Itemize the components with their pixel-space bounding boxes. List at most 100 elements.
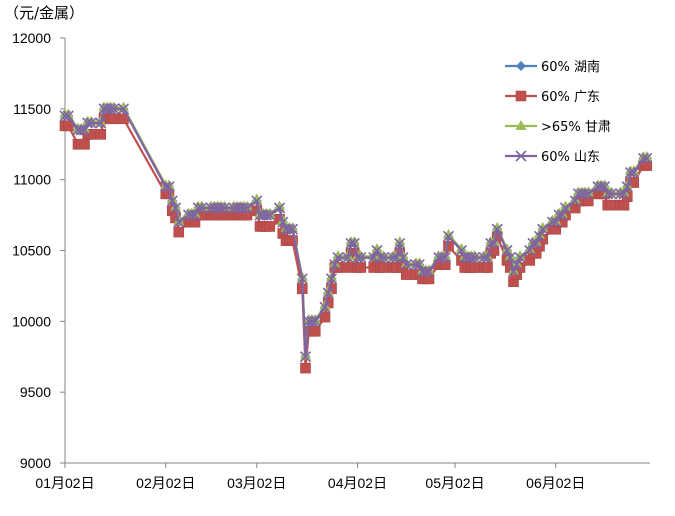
data-point xyxy=(465,252,477,264)
data-point xyxy=(260,209,273,221)
data-point xyxy=(560,200,571,211)
data-point xyxy=(85,117,97,129)
data-point xyxy=(348,237,360,249)
data-point xyxy=(274,200,285,211)
data-point xyxy=(264,209,276,221)
data-point xyxy=(355,252,367,264)
data-point xyxy=(218,202,230,214)
series-layer xyxy=(59,101,653,374)
data-point xyxy=(514,250,526,261)
data-point xyxy=(602,188,614,200)
data-point xyxy=(579,188,591,200)
data-point xyxy=(624,167,637,179)
data-point xyxy=(104,103,117,115)
data-point xyxy=(287,235,298,246)
data-point xyxy=(605,188,617,200)
data-point xyxy=(108,103,120,115)
data-point xyxy=(436,252,448,264)
data-point xyxy=(605,199,617,211)
data-point xyxy=(618,188,630,200)
data-point xyxy=(400,259,412,271)
data-point xyxy=(82,117,94,129)
x-tick-label: 03月02日 xyxy=(227,475,286,491)
data-point xyxy=(394,237,406,249)
series-1 xyxy=(60,103,652,362)
series-3 xyxy=(59,101,653,360)
legend-item-1: 60% 湖南 xyxy=(505,59,600,75)
data-point xyxy=(621,181,633,193)
data-point xyxy=(511,259,523,271)
data-point xyxy=(351,252,364,264)
data-point xyxy=(160,181,172,193)
data-point xyxy=(488,237,500,249)
data-point xyxy=(169,202,182,214)
data-point xyxy=(62,110,74,122)
data-point xyxy=(342,252,354,264)
data-point xyxy=(374,252,386,264)
unit-label: （元/金属） xyxy=(4,4,85,22)
y-tick-label: 9500 xyxy=(20,384,51,400)
legend-marker xyxy=(516,61,526,71)
legend: 60% 湖南 60% 广东 >65% 甘肃 60% 山东 xyxy=(505,59,611,165)
data-point xyxy=(628,167,640,179)
data-point xyxy=(420,266,432,278)
data-point xyxy=(468,252,481,264)
x-tick-label: 05月02日 xyxy=(425,475,484,491)
data-point xyxy=(641,152,653,164)
y-tick-label: 10000 xyxy=(12,313,51,329)
data-point xyxy=(556,209,568,221)
data-point xyxy=(286,223,299,235)
legend-label: 60% 山东 xyxy=(541,150,600,165)
y-tick-label: 10500 xyxy=(12,243,51,259)
data-point xyxy=(397,252,409,264)
y-tick-label: 12000 xyxy=(12,30,51,46)
x-tick-label: 06月02日 xyxy=(526,475,585,491)
data-point xyxy=(79,138,90,150)
data-point xyxy=(345,237,357,249)
x-tick-label: 01月02日 xyxy=(35,475,94,491)
data-point xyxy=(501,244,513,257)
legend-marker xyxy=(515,90,527,102)
data-point xyxy=(299,351,312,363)
data-point xyxy=(530,237,542,249)
y-tick-label: 9000 xyxy=(20,455,51,471)
data-point xyxy=(400,269,412,280)
data-point xyxy=(195,202,208,214)
data-point xyxy=(387,252,399,264)
data-point xyxy=(173,226,185,238)
data-point xyxy=(264,221,276,232)
data-point xyxy=(238,202,250,214)
data-point xyxy=(273,202,286,214)
legend-marker xyxy=(515,120,527,130)
data-point xyxy=(215,202,227,214)
data-point xyxy=(173,216,185,228)
data-point xyxy=(478,252,490,264)
x-tick-label: 04月02日 xyxy=(328,475,387,491)
data-point xyxy=(59,110,71,122)
data-point xyxy=(166,195,178,207)
data-point xyxy=(117,103,130,115)
data-point xyxy=(283,223,295,235)
series-line xyxy=(65,107,647,358)
data-point xyxy=(306,315,318,327)
data-point xyxy=(319,301,331,313)
legend-item-4: 60% 山东 xyxy=(505,150,600,165)
y-tick-label: 11000 xyxy=(13,172,51,188)
data-point xyxy=(442,230,455,242)
data-point xyxy=(108,113,120,125)
data-point xyxy=(251,195,263,207)
data-point xyxy=(514,252,526,264)
data-point xyxy=(296,273,308,285)
data-point xyxy=(377,252,390,264)
legend-marker xyxy=(515,150,527,162)
data-point xyxy=(95,117,107,129)
data-point xyxy=(491,221,503,232)
legend-label: 60% 湖南 xyxy=(541,59,600,75)
data-point xyxy=(537,221,549,232)
data-point xyxy=(481,252,494,264)
data-point xyxy=(491,223,503,235)
y-tick-label: 11500 xyxy=(13,101,51,117)
data-point xyxy=(192,202,204,214)
data-point xyxy=(456,243,467,254)
